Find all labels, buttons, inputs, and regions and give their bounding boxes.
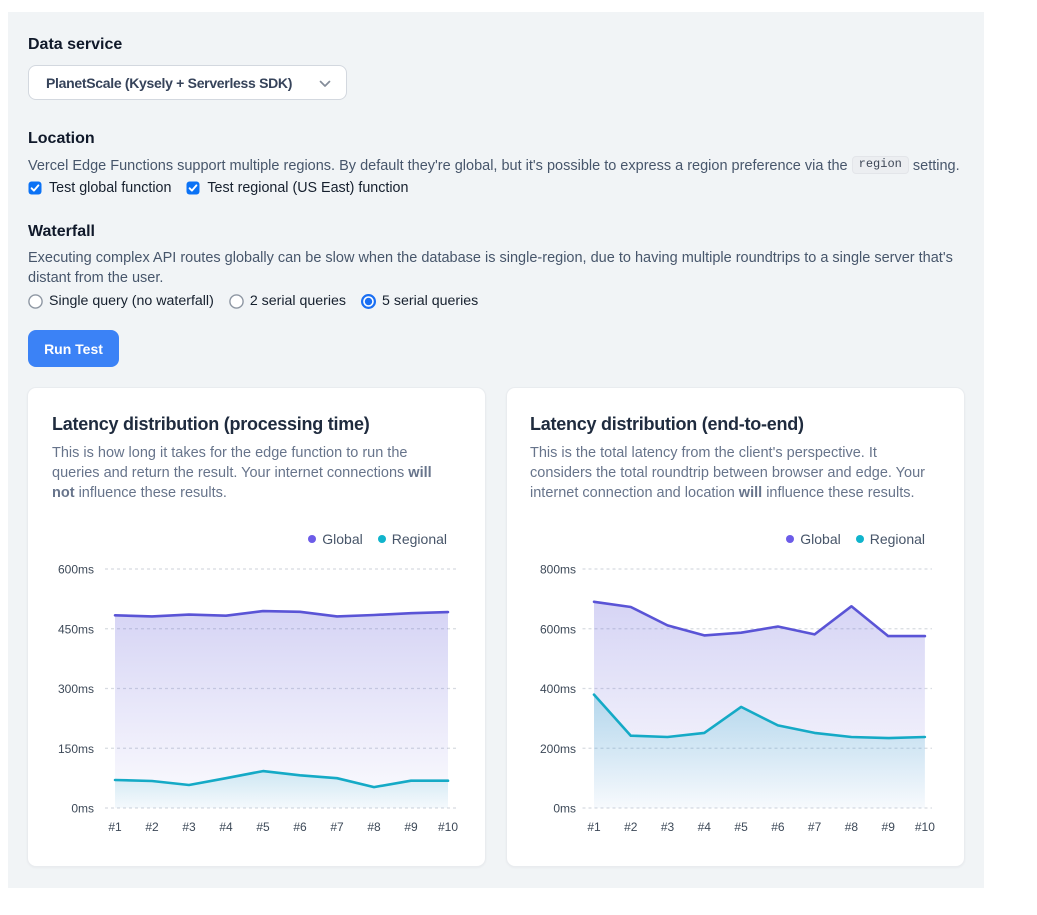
svg-text:600ms: 600ms	[540, 622, 576, 636]
svg-text:#9: #9	[882, 820, 896, 834]
svg-text:#4: #4	[219, 820, 233, 834]
svg-text:800ms: 800ms	[540, 563, 576, 577]
svg-text:#5: #5	[256, 820, 270, 834]
svg-text:#8: #8	[367, 820, 381, 834]
svg-text:200ms: 200ms	[540, 742, 576, 756]
svg-text:#10: #10	[438, 820, 458, 834]
svg-text:#2: #2	[624, 820, 638, 834]
svg-text:#1: #1	[587, 820, 601, 834]
svg-text:#6: #6	[771, 820, 785, 834]
svg-text:#7: #7	[808, 820, 822, 834]
svg-text:#4: #4	[698, 820, 712, 834]
svg-text:#7: #7	[330, 820, 344, 834]
svg-text:300ms: 300ms	[58, 682, 94, 696]
svg-text:#8: #8	[845, 820, 859, 834]
svg-text:0ms: 0ms	[553, 802, 576, 816]
svg-text:#9: #9	[404, 820, 418, 834]
svg-text:#5: #5	[734, 820, 748, 834]
svg-text:450ms: 450ms	[58, 622, 94, 636]
svg-text:#6: #6	[293, 820, 307, 834]
svg-text:150ms: 150ms	[58, 742, 94, 756]
svg-text:400ms: 400ms	[540, 682, 576, 696]
svg-text:0ms: 0ms	[71, 802, 94, 816]
svg-text:#10: #10	[915, 820, 935, 834]
svg-text:#1: #1	[108, 820, 122, 834]
svg-text:#3: #3	[182, 820, 196, 834]
svg-text:#2: #2	[145, 820, 159, 834]
svg-text:#3: #3	[661, 820, 675, 834]
svg-text:600ms: 600ms	[58, 563, 94, 577]
